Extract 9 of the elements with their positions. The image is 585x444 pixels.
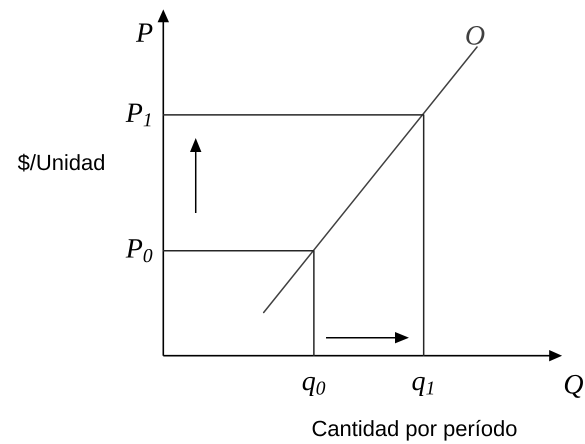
text: P: [136, 23, 152, 42]
series-label: O: [466, 26, 484, 45]
x-axis-title: Cantidad por período: [312, 420, 516, 441]
y-tick-label: P$_{1}$: [126, 104, 151, 126]
y-tick-label: P$_{0}$: [126, 239, 152, 262]
text: Q: [564, 374, 583, 398]
x-tick-label: q$_{1}$: [412, 376, 434, 396]
x-tick-label: q$_{0}$: [302, 376, 326, 396]
y-axis-title: $/Unidad: [18, 154, 104, 172]
